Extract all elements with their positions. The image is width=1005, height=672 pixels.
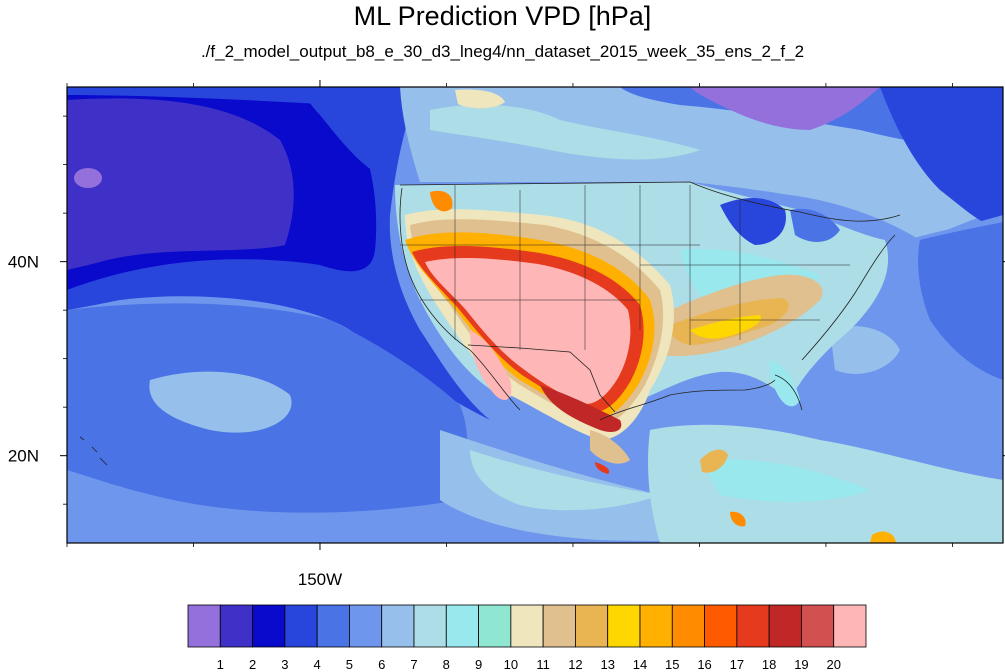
colorbar-swatch bbox=[671, 604, 705, 648]
hawaii-islands bbox=[79, 436, 108, 466]
map-ticks bbox=[60, 80, 1005, 550]
mexico-south-dry bbox=[590, 430, 630, 464]
colorbar-swatch bbox=[187, 604, 221, 648]
colorbar-swatch bbox=[833, 604, 867, 648]
colorbar-label: 2 bbox=[249, 657, 256, 672]
colorbar-label: 13 bbox=[600, 657, 614, 672]
caribbean-light bbox=[700, 459, 870, 502]
colorbar-swatch bbox=[413, 604, 447, 648]
colorbar-swatch bbox=[316, 604, 350, 648]
pacific-purple-core bbox=[67, 98, 294, 271]
colorbar-swatch bbox=[607, 604, 641, 648]
hudson-bay-purple bbox=[690, 87, 880, 130]
canada-dry-patch bbox=[455, 89, 505, 109]
colorbar-label: 12 bbox=[568, 657, 582, 672]
map-plot-area bbox=[67, 87, 1003, 543]
colorbar-swatch bbox=[801, 604, 835, 648]
colorbar-swatch bbox=[381, 604, 415, 648]
colorbar-label: 10 bbox=[504, 657, 518, 672]
gulf-stream-light bbox=[830, 326, 900, 374]
baja-pink bbox=[470, 330, 512, 400]
pacific-light-patch bbox=[149, 371, 292, 433]
colorbar-label: 9 bbox=[475, 657, 482, 672]
southeast-yellow-core bbox=[690, 315, 761, 339]
colorbar-label: 7 bbox=[410, 657, 417, 672]
colorbar-label: 3 bbox=[281, 657, 288, 672]
map-tick-labels: 150W120W90W40N20N bbox=[8, 253, 342, 589]
colorbar-label: 19 bbox=[794, 657, 808, 672]
map-title: ML Prediction VPD [hPa] bbox=[353, 1, 652, 31]
us-west-coast bbox=[399, 187, 521, 411]
colorbar-swatch bbox=[219, 604, 253, 648]
state-lines bbox=[400, 185, 850, 350]
southwest-pink-core bbox=[425, 257, 631, 404]
atlantic-deep-blue bbox=[918, 222, 1003, 380]
colorbar bbox=[187, 604, 867, 648]
colorbar-swatch bbox=[510, 604, 544, 648]
colorbar-swatch bbox=[284, 604, 318, 648]
hawaii-blue-spot bbox=[85, 443, 110, 467]
colorbar-swatch bbox=[542, 604, 576, 648]
colorbar-label: 17 bbox=[730, 657, 744, 672]
colorbar-label: 18 bbox=[762, 657, 776, 672]
great-lakes-mid bbox=[790, 208, 840, 242]
colorbar-swatch bbox=[768, 604, 802, 648]
central-america-dry bbox=[730, 511, 746, 527]
canada-cyan-bands bbox=[430, 104, 700, 160]
lon-tick-label: 150W bbox=[298, 570, 342, 589]
mexico-red-edge bbox=[540, 385, 622, 432]
map-subtitle: ./f_2_model_output_b8_e_30_d3_lneg4/nn_d… bbox=[200, 42, 805, 61]
labrador-sea-blue bbox=[880, 87, 1003, 230]
us-east-coast bbox=[801, 234, 896, 361]
colorbar-label: 8 bbox=[443, 657, 450, 672]
colorbar-swatch bbox=[639, 604, 673, 648]
pacific-purple-spot bbox=[74, 168, 102, 188]
colorbar-swatch bbox=[736, 604, 770, 648]
colorbar-swatch bbox=[252, 604, 286, 648]
map-frame bbox=[66, 86, 1004, 544]
colorbar-label: 20 bbox=[826, 657, 840, 672]
lat-tick-label: 20N bbox=[8, 447, 39, 466]
colorbar-label: 5 bbox=[346, 657, 353, 672]
us-gulf-coast bbox=[599, 379, 776, 421]
colorbar-label: 11 bbox=[536, 657, 550, 672]
colorbar-label: 15 bbox=[665, 657, 679, 672]
colorbar-label: 4 bbox=[314, 657, 321, 672]
florida-cyan bbox=[769, 360, 800, 407]
colorbar-label: 16 bbox=[697, 657, 711, 672]
us-canada-border bbox=[399, 181, 901, 222]
alaska-panhandle-blue bbox=[300, 87, 400, 175]
colorbar-swatch bbox=[704, 604, 738, 648]
pacific-tropical-cyan bbox=[470, 450, 660, 511]
coastlines-and-borders bbox=[79, 181, 901, 466]
colorbar-swatch bbox=[478, 604, 512, 648]
south-america-orange bbox=[870, 531, 896, 543]
colorbar-swatch bbox=[349, 604, 383, 648]
mexico-south-red bbox=[595, 462, 610, 474]
colorbar-swatch bbox=[445, 604, 479, 648]
florida-coast bbox=[774, 374, 803, 411]
colorbar-label: 1 bbox=[217, 657, 224, 672]
cuba-dry-patch bbox=[700, 449, 728, 473]
pacific-northwest-orange bbox=[430, 190, 453, 212]
colorbar-labels: 1 2 3 4 5 6 7 8 9 10 11 12 13 14 15 16 17 18 19 20 bbox=[217, 657, 841, 672]
colorbar-label: 6 bbox=[378, 657, 385, 672]
lat-tick-label: 40N bbox=[8, 253, 39, 272]
great-lakes-blue bbox=[720, 198, 786, 245]
colorbar-swatch bbox=[575, 604, 609, 648]
colorbar-label: 14 bbox=[633, 657, 647, 672]
